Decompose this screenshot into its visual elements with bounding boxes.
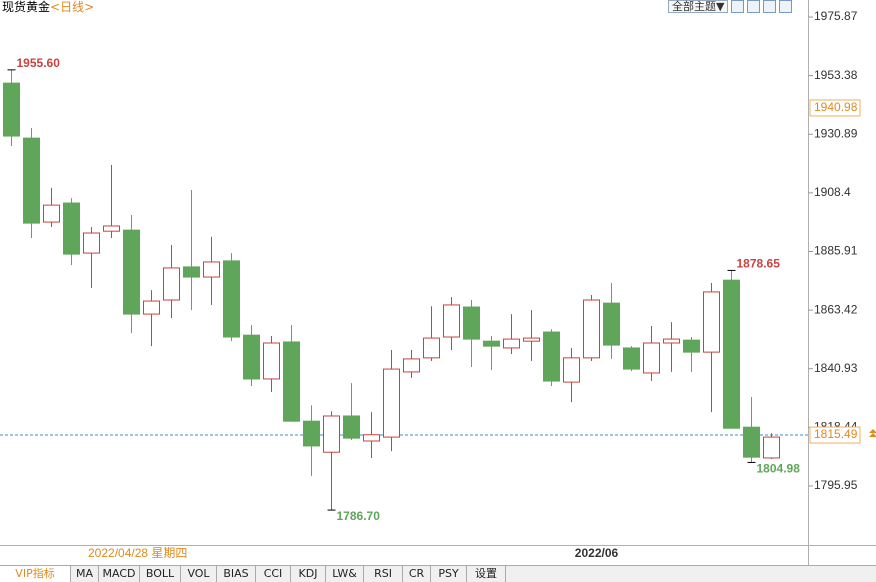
zoom-in-icon[interactable] <box>731 0 745 13</box>
candle-body <box>383 368 400 438</box>
candle-body <box>323 415 340 453</box>
title: 现货黄金 <box>2 0 51 14</box>
candle-body <box>243 334 260 380</box>
y-tick-label: 1840.93 <box>814 361 858 375</box>
candle-body <box>443 304 460 338</box>
candle-body <box>423 337 440 359</box>
y-tick-label: 1885.91 <box>814 244 858 258</box>
y-tick-label: 1953.38 <box>814 68 858 82</box>
tab[interactable]: RSI <box>364 566 403 582</box>
tab[interactable]: BIAS <box>217 566 256 582</box>
tab[interactable]: VOL <box>181 566 217 582</box>
low-label: 1786.70 <box>337 509 381 523</box>
candle-body <box>603 302 620 346</box>
candle-body <box>643 342 660 374</box>
candle-body <box>163 267 180 301</box>
price-label: 1815.49 <box>814 427 858 441</box>
tab[interactable]: KDJ <box>291 566 326 582</box>
high-label: 1955.60 <box>17 56 61 70</box>
candle-body <box>63 202 80 255</box>
candle-body <box>203 261 220 278</box>
chart: 2022/04/28 星期四 1795.951818.441840.931863… <box>0 0 876 565</box>
candle-body <box>663 338 680 344</box>
candle-body <box>223 260 240 338</box>
tab[interactable]: MACD <box>99 566 140 582</box>
candle-body <box>283 341 300 422</box>
candle-body <box>263 342 280 380</box>
header: 现货黄金<日线> <box>2 0 94 14</box>
candle-body <box>503 338 520 349</box>
candle-body <box>183 266 200 278</box>
candle-body <box>123 229 140 315</box>
tab[interactable]: VIP指标 <box>0 566 71 582</box>
tab[interactable]: CCI <box>256 566 291 582</box>
x-tick-label: 2022/06 <box>575 546 619 560</box>
y-tick-label: 1863.42 <box>814 302 858 316</box>
tab[interactable]: LW& <box>326 566 364 582</box>
candle-body <box>463 306 480 340</box>
high-label: 1878.65 <box>737 257 781 271</box>
top-buttons: 全部主题▼ <box>668 0 793 13</box>
low-label: 1804.98 <box>757 462 801 476</box>
price-box <box>809 426 861 444</box>
period[interactable]: <日线> <box>50 0 95 14</box>
y-tick-label: 1975.87 <box>814 9 858 23</box>
candle-body <box>43 204 60 223</box>
candle-body <box>703 291 720 353</box>
candle-body <box>743 426 760 458</box>
price-label: 1940.98 <box>814 100 858 114</box>
tab[interactable]: MA <box>71 566 99 582</box>
candle-body <box>3 82 20 137</box>
candle-body <box>363 434 380 442</box>
candle-body <box>303 420 320 447</box>
tab[interactable]: BOLL <box>140 566 181 582</box>
candle-body <box>763 436 780 459</box>
candle-body <box>103 225 120 232</box>
candle-body <box>683 339 700 353</box>
zoom-out-icon[interactable] <box>747 0 761 13</box>
candle-body <box>583 299 600 359</box>
candle-body <box>83 232 100 254</box>
tab-bar: VIP指标 MA MACD BOLL VOL BIAS CCI KDJ LW& RSI CR PSY 设… <box>0 565 876 582</box>
candle-body <box>483 340 500 347</box>
right-icon[interactable] <box>779 0 793 13</box>
tab[interactable]: CR <box>403 566 431 582</box>
y-tick-label: 1795.95 <box>814 478 858 492</box>
tab[interactable]: 设置 <box>467 566 506 582</box>
candle-body <box>543 331 560 382</box>
y-tick-label: 1930.89 <box>814 126 858 140</box>
candle-body <box>343 415 360 439</box>
theme-button[interactable]: 全部主题▼ <box>668 0 729 13</box>
candle-body <box>563 357 580 383</box>
candle-body <box>523 337 540 342</box>
y-tick-label: 1908.4 <box>814 185 851 199</box>
cursor-date: 2022/04/28 星期四 <box>88 546 187 560</box>
candle-body <box>23 137 40 224</box>
price-arrow <box>869 429 876 438</box>
price-box <box>809 99 861 117</box>
candle-body <box>143 300 160 315</box>
left-icon[interactable] <box>763 0 777 13</box>
candle-body <box>723 279 740 429</box>
tab[interactable]: PSY <box>431 566 467 582</box>
candle-body <box>403 358 420 373</box>
candle-body <box>623 347 640 370</box>
